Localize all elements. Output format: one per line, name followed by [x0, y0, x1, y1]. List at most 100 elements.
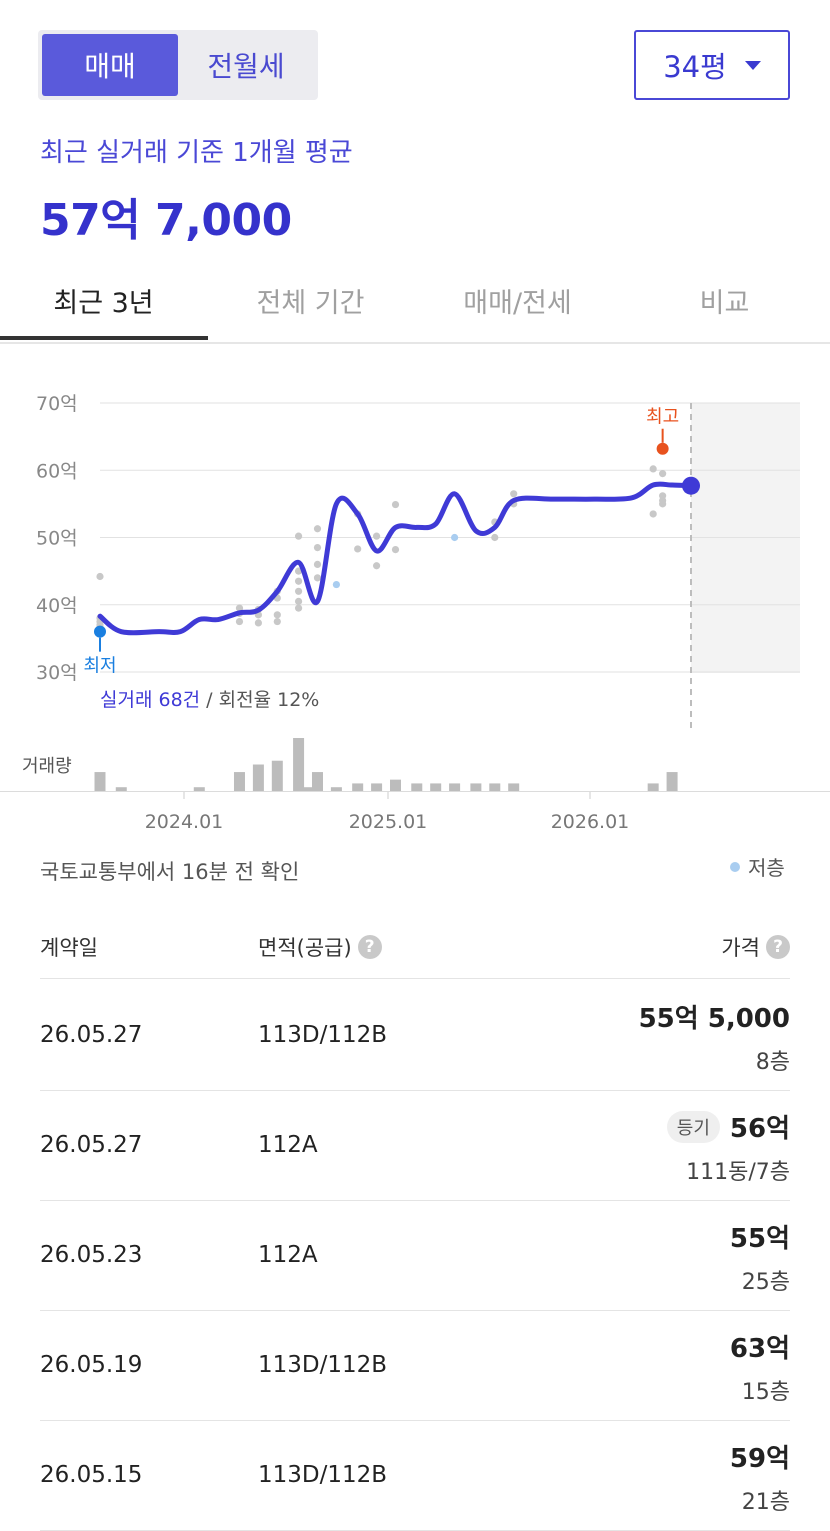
volume-label: 거래량: [22, 756, 72, 777]
size-dropdown-value: 34평: [663, 50, 727, 84]
y-tick-label: 50억: [36, 528, 78, 550]
x-tick-label: 2024.01: [145, 811, 224, 833]
transaction-point: [313, 525, 322, 533]
header-price: 가격 ?: [721, 932, 790, 962]
volume-bar: [115, 787, 127, 791]
volume-bar: [489, 783, 501, 791]
price: 등기 56억: [666, 1108, 790, 1145]
volume-bar: [94, 772, 106, 791]
volume-bar: [302, 787, 314, 791]
transaction-point: [294, 577, 303, 585]
contract-date: 26.05.19: [40, 1352, 143, 1378]
table-row[interactable]: 26.05.23 112A 55억 25층: [40, 1200, 790, 1311]
help-icon[interactable]: ?: [766, 935, 790, 959]
floor: 8층: [755, 1050, 790, 1075]
legend-label: 저층: [748, 856, 785, 880]
price-value: 59억: [729, 1444, 790, 1474]
price-value: 63억: [729, 1334, 790, 1364]
transaction-point: [96, 572, 104, 581]
x-tick-label: 2025.01: [349, 811, 428, 833]
floor: 15층: [741, 1380, 790, 1405]
volume-bar: [352, 783, 364, 791]
floor: 21층: [741, 1490, 790, 1515]
tab-sale[interactable]: 매매: [42, 34, 178, 96]
average-price: 57억 7,000: [40, 195, 292, 246]
transaction-point: [235, 604, 244, 612]
lowest-point: [94, 625, 106, 638]
transaction-point: [294, 532, 303, 540]
low-floor-point: [332, 580, 340, 589]
current-point: [682, 476, 700, 495]
volume-bar: [430, 783, 442, 791]
legend-low-floor: 저층: [730, 852, 785, 881]
table-row[interactable]: 26.05.15 113D/112B 59억 21층: [40, 1420, 790, 1531]
lowest-label: 최저: [83, 656, 116, 677]
volume-bar: [390, 779, 401, 791]
period-tabs: 최근 3년 전체 기간 매매/전세 비교: [0, 260, 830, 344]
transaction-point: [659, 470, 667, 478]
transaction-point: [294, 597, 303, 605]
price: 63억: [730, 1328, 790, 1365]
transaction-point: [235, 617, 244, 626]
contract-date: 26.05.27: [40, 1132, 143, 1158]
highest-label: 최고: [646, 407, 679, 428]
registered-badge: 등기: [666, 1110, 720, 1143]
volume-bar: [647, 783, 659, 791]
transaction-point: [649, 465, 657, 473]
header-area: 면적(공급) ?: [258, 932, 382, 962]
table-header: 계약일 면적(공급) ? 가격 ?: [40, 922, 790, 979]
average-label: 최근 실거래 기준 1개월 평균: [40, 138, 353, 168]
transaction-point: [372, 532, 381, 540]
area: 112A: [258, 1132, 318, 1158]
volume-bar: [233, 772, 245, 791]
update-status: 국토교통부에서 16분 전 확인: [40, 860, 300, 884]
y-tick-label: 60억: [36, 460, 78, 482]
price: 55억: [730, 1218, 790, 1255]
table-row[interactable]: 26.05.27 112A 등기 56억 111동/7층: [40, 1090, 790, 1201]
transaction-point: [313, 543, 322, 552]
volume-bar: [252, 764, 264, 791]
deal-count-text: 실거래 68건 / 회전율 12%: [100, 689, 319, 711]
volume-bar: [193, 787, 205, 791]
trade-type-toggle: 매매 전월세: [38, 30, 318, 100]
transaction-point: [372, 562, 381, 570]
volume-bar: [293, 738, 305, 791]
turnover-rate: / 회전율 12%: [200, 689, 319, 711]
volume-bar: [470, 783, 482, 791]
transaction-point: [659, 500, 667, 508]
volume-bar: [508, 783, 520, 791]
table-row[interactable]: 26.05.27 113D/112B 55억 5,000 8층: [40, 980, 790, 1091]
volume-bar: [411, 783, 423, 791]
area: 112A: [258, 1242, 318, 1268]
volume-bar: [271, 760, 283, 791]
volume-bar: [330, 787, 342, 791]
table-row[interactable]: 26.05.19 113D/112B 63억 15층: [40, 1310, 790, 1421]
contract-date: 26.05.15: [40, 1462, 143, 1488]
price-value: 56억: [729, 1114, 790, 1144]
transaction-point: [273, 611, 281, 619]
price-value: 55억 5,000: [638, 1004, 790, 1034]
caret-down-icon: [744, 60, 761, 70]
volume-bar: [449, 783, 461, 791]
transaction-point: [313, 560, 322, 569]
size-dropdown[interactable]: 34평: [634, 30, 790, 100]
price: 55억 5,000: [639, 998, 790, 1035]
tab-compare[interactable]: 비교: [699, 287, 750, 319]
volume-bar: [311, 772, 323, 791]
transaction-point: [391, 546, 400, 554]
floor: 111동/7층: [686, 1160, 790, 1185]
transaction-point: [649, 510, 657, 518]
volume-bar: [371, 783, 383, 791]
tab-rent[interactable]: 전월세: [207, 50, 285, 83]
transaction-point: [510, 490, 518, 498]
tab-all-period[interactable]: 전체 기간: [256, 287, 365, 319]
area: 113D/112B: [258, 1022, 388, 1048]
tab-recent-3y[interactable]: 최근 3년: [53, 287, 154, 319]
help-icon[interactable]: ?: [357, 935, 382, 959]
low-floor-dot-icon: [730, 861, 740, 872]
area: 113D/112B: [258, 1462, 388, 1488]
area: 113D/112B: [258, 1352, 388, 1378]
tab-sale-jeonse[interactable]: 매매/전세: [463, 287, 572, 319]
y-tick-label: 70억: [36, 393, 78, 415]
